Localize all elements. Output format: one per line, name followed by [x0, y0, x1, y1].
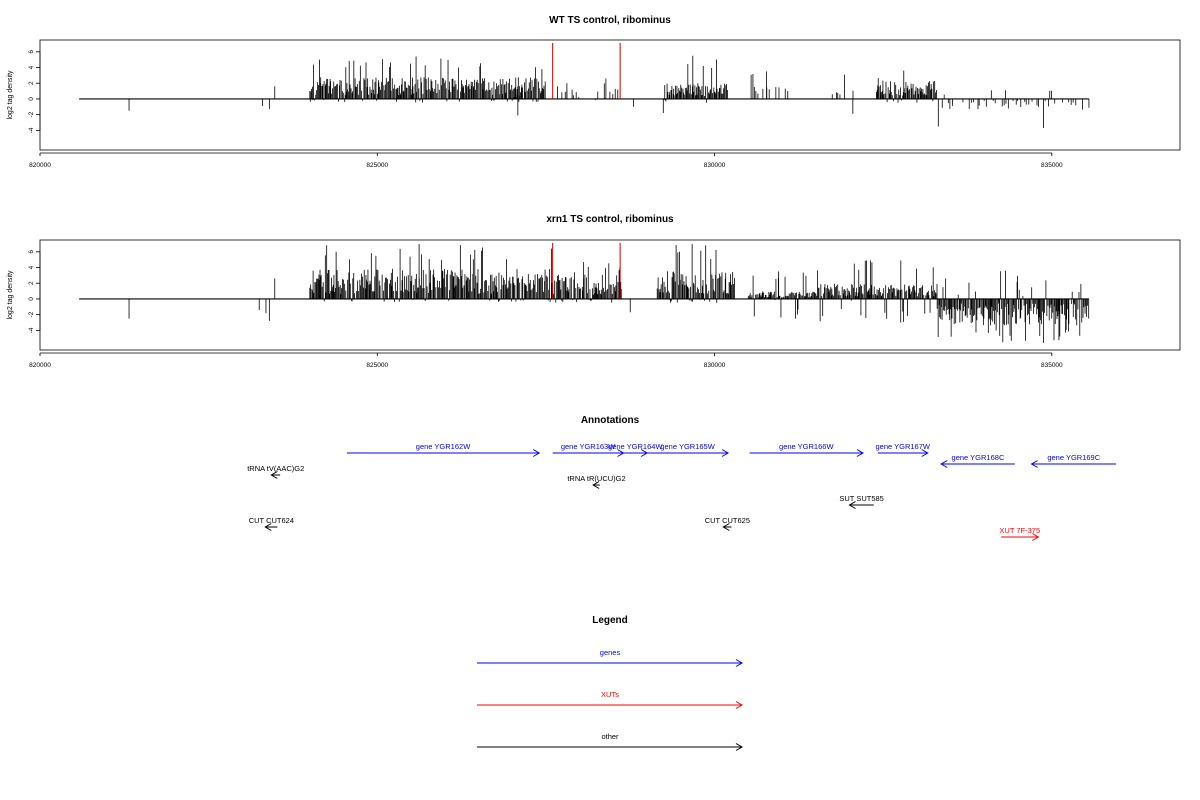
y-tick-label: -4	[28, 127, 35, 133]
annotation-feature: gene YGR165W	[647, 442, 730, 457]
y-tick-label: 0	[28, 97, 35, 101]
feature-arrow	[722, 523, 732, 531]
y-tick-label: 4	[28, 265, 35, 269]
wt-axes: -4 -2 0 2 4 6 820000 825000 830000 835000	[28, 50, 1063, 169]
x-tick-label: 835000	[1041, 162, 1063, 169]
annotation-feature: tRNA tR(UCU)G2	[567, 474, 626, 489]
x-tick-label: 830000	[704, 162, 726, 169]
feature-label: gene YGR168C	[952, 453, 1005, 462]
annotation-feature: XUT 7F-375	[999, 526, 1040, 541]
annotation-feature: gene YGR169C	[1030, 453, 1116, 468]
wt-panel-title: WT TS control, ribominus	[549, 15, 671, 26]
y-tick-label: -2	[28, 311, 35, 317]
feature-arrow	[1001, 533, 1040, 541]
xrn1-axes: -4 -2 0 2 4 6 820000 825000 830000 835000	[28, 250, 1063, 369]
feature-arrow	[940, 460, 1015, 468]
feature-label: XUT 7F-375	[999, 526, 1040, 535]
feature-arrow	[877, 449, 929, 457]
annotation-feature: tRNA tV(AAC)G2	[247, 464, 304, 479]
feature-label: gene YGR166W	[779, 442, 834, 451]
annotations-title: Annotations	[581, 415, 640, 426]
legend-label: genes	[600, 648, 621, 657]
y-tick-label: -4	[28, 327, 35, 333]
x-tick-label: 820000	[29, 362, 51, 369]
feature-arrow	[346, 449, 541, 457]
feature-label: gene YGR164W	[608, 442, 663, 451]
wt-density-panel: WT TS control, ribominus log2 tag densit…	[7, 15, 1181, 169]
feature-label: gene YGR169C	[1047, 453, 1100, 462]
x-tick-label: 825000	[366, 162, 388, 169]
legend-title: Legend	[592, 615, 628, 626]
feature-label: CUT CUT624	[249, 516, 294, 525]
feature-label: tRNA tV(AAC)G2	[247, 464, 304, 473]
annotation-feature: gene YGR167W	[876, 442, 931, 457]
legend-arrow	[477, 659, 743, 667]
legend-arrow	[477, 701, 743, 709]
annotation-feature: SUT SUT585	[839, 494, 884, 509]
legend-label: other	[601, 732, 619, 741]
y-tick-label: -2	[28, 111, 35, 117]
wt-density-bars	[79, 43, 1090, 128]
feature-label: gene YGR165W	[660, 442, 715, 451]
y-tick-label: 6	[28, 250, 35, 254]
xrn1-density-panel: xrn1 TS control, ribominus log2 tag dens…	[7, 214, 1181, 369]
annotation-feature: CUT CUT624	[249, 516, 294, 531]
feature-arrow	[270, 471, 281, 479]
annotation-feature: gene YGR164W	[608, 442, 663, 457]
wt-y-axis-label: log2 tag density	[7, 70, 14, 120]
legend-label: XUTs	[601, 690, 619, 699]
annotations-track: Annotations gene YGR162W gene YGR163Wgene…	[247, 415, 1116, 541]
y-tick-label: 6	[28, 50, 35, 54]
y-tick-label: 0	[28, 297, 35, 301]
feature-arrow	[592, 481, 600, 489]
xrn1-y-axis-label: log2 tag density	[7, 270, 14, 320]
feature-label: gene YGR163W	[561, 442, 616, 451]
legend-item-genes: genes	[477, 648, 743, 667]
annotation-feature: gene YGR162W	[346, 442, 541, 457]
legend-item-other: other	[477, 732, 743, 751]
feature-arrow	[647, 449, 730, 457]
legend: Legend genes XUTs other	[477, 615, 743, 751]
legend-arrow	[477, 743, 743, 751]
y-tick-label: 4	[28, 65, 35, 69]
feature-label: tRNA tR(UCU)G2	[567, 474, 625, 483]
y-tick-label: 2	[28, 81, 35, 85]
x-tick-label: 820000	[29, 162, 51, 169]
y-tick-label: 2	[28, 281, 35, 285]
x-tick-label: 835000	[1041, 362, 1063, 369]
xrn1-density-bars	[79, 243, 1090, 343]
x-tick-label: 825000	[366, 362, 388, 369]
feature-arrow	[848, 501, 874, 509]
x-tick-label: 830000	[704, 362, 726, 369]
feature-arrow	[1030, 460, 1116, 468]
feature-arrow	[264, 523, 278, 531]
legend-item-xuts: XUTs	[477, 690, 743, 709]
annotation-feature: gene YGR166W	[749, 442, 864, 457]
annotation-feature: CUT CUT625	[705, 516, 750, 531]
feature-label: gene YGR167W	[876, 442, 931, 451]
feature-arrow	[749, 449, 864, 457]
annotation-feature: gene YGR168C	[940, 453, 1015, 468]
feature-label: SUT SUT585	[839, 494, 883, 503]
xrn1-panel-title: xrn1 TS control, ribominus	[546, 214, 674, 225]
feature-label: CUT CUT625	[705, 516, 750, 525]
feature-label: gene YGR162W	[416, 442, 471, 451]
